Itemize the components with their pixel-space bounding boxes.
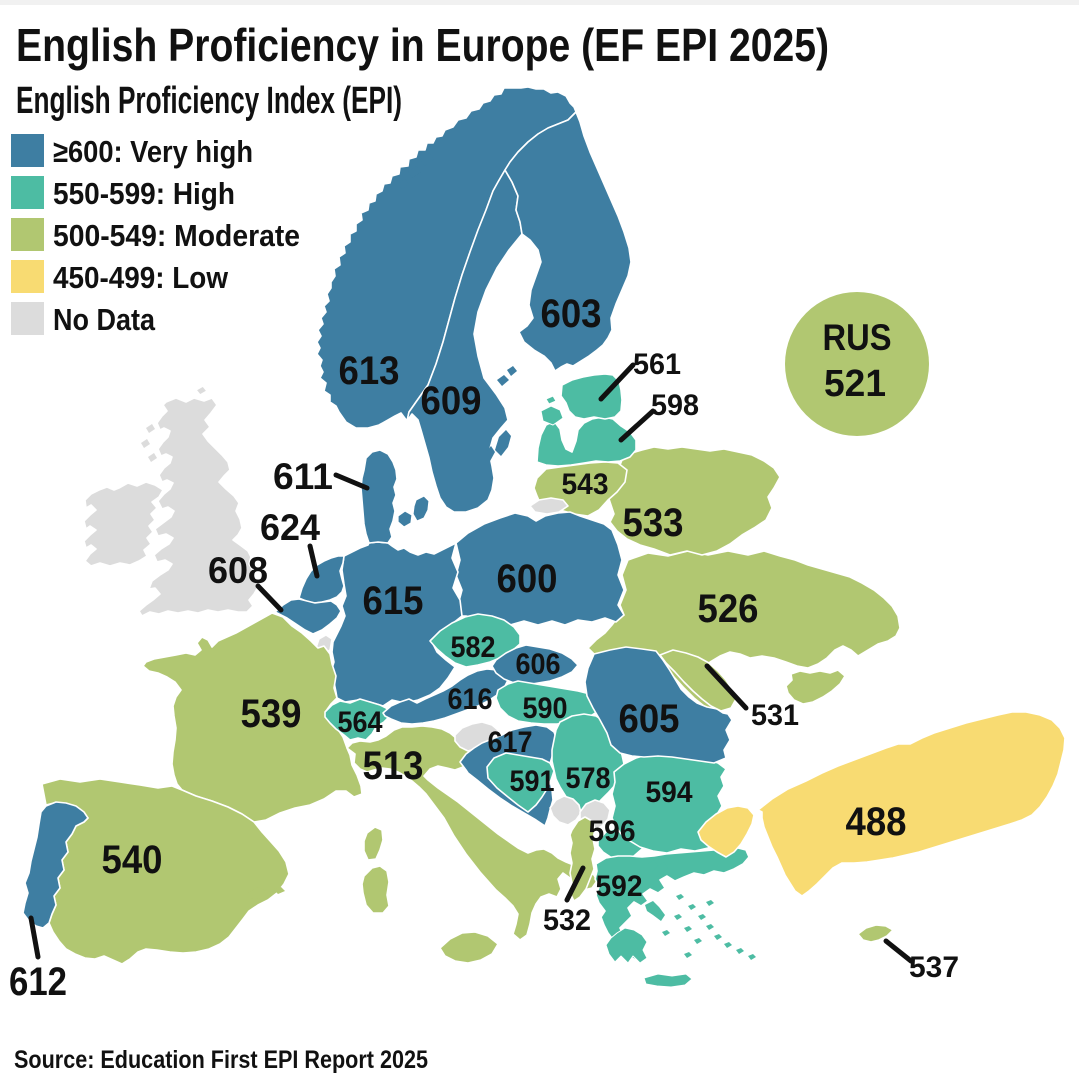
svg-text:592: 592 [596, 870, 643, 903]
svg-text:540: 540 [102, 838, 163, 882]
svg-text:English Proficiency Index (EPI: English Proficiency Index (EPI) [16, 80, 402, 122]
svg-text:590: 590 [523, 692, 568, 725]
svg-text:624: 624 [260, 507, 320, 548]
svg-text:613: 613 [339, 349, 400, 393]
svg-text:561: 561 [633, 348, 681, 381]
svg-text:English Proficiency in Europe: English Proficiency in Europe (EF EPI 20… [16, 19, 829, 71]
svg-text:533: 533 [623, 501, 684, 545]
svg-text:Source: Education First EPI Re: Source: Education First EPI Report 2025 [14, 1046, 428, 1074]
svg-text:No Data: No Data [53, 302, 156, 337]
svg-text:537: 537 [909, 951, 959, 984]
svg-text:564: 564 [338, 706, 383, 739]
svg-text:578: 578 [566, 762, 611, 795]
svg-text:615: 615 [363, 579, 424, 623]
svg-text:521: 521 [824, 363, 886, 405]
svg-text:591: 591 [510, 765, 555, 798]
svg-text:582: 582 [451, 631, 496, 664]
svg-text:608: 608 [208, 550, 268, 591]
svg-text:616: 616 [448, 683, 493, 716]
svg-text:526: 526 [698, 587, 759, 631]
svg-text:531: 531 [751, 699, 799, 732]
svg-text:603: 603 [541, 292, 602, 336]
svg-text:488: 488 [846, 800, 907, 844]
svg-text:539: 539 [241, 692, 302, 736]
svg-text:596: 596 [589, 815, 636, 848]
svg-text:600: 600 [497, 557, 558, 601]
svg-text:550-599: High: 550-599: High [53, 176, 235, 211]
svg-text:611: 611 [273, 456, 333, 497]
svg-text:606: 606 [516, 648, 561, 681]
svg-text:605: 605 [619, 697, 680, 741]
svg-text:594: 594 [646, 776, 693, 809]
svg-text:513: 513 [363, 744, 424, 788]
svg-text:598: 598 [651, 389, 699, 422]
svg-text:500-549: Moderate: 500-549: Moderate [53, 218, 300, 253]
svg-text:609: 609 [421, 379, 482, 423]
svg-text:617: 617 [488, 726, 533, 759]
svg-text:612: 612 [9, 960, 67, 1004]
svg-text:532: 532 [543, 904, 591, 937]
svg-text:543: 543 [562, 468, 609, 501]
svg-text:≥600: Very high: ≥600: Very high [53, 134, 253, 169]
svg-text:RUS: RUS [823, 317, 892, 358]
svg-text:450-499: Low: 450-499: Low [53, 260, 229, 295]
